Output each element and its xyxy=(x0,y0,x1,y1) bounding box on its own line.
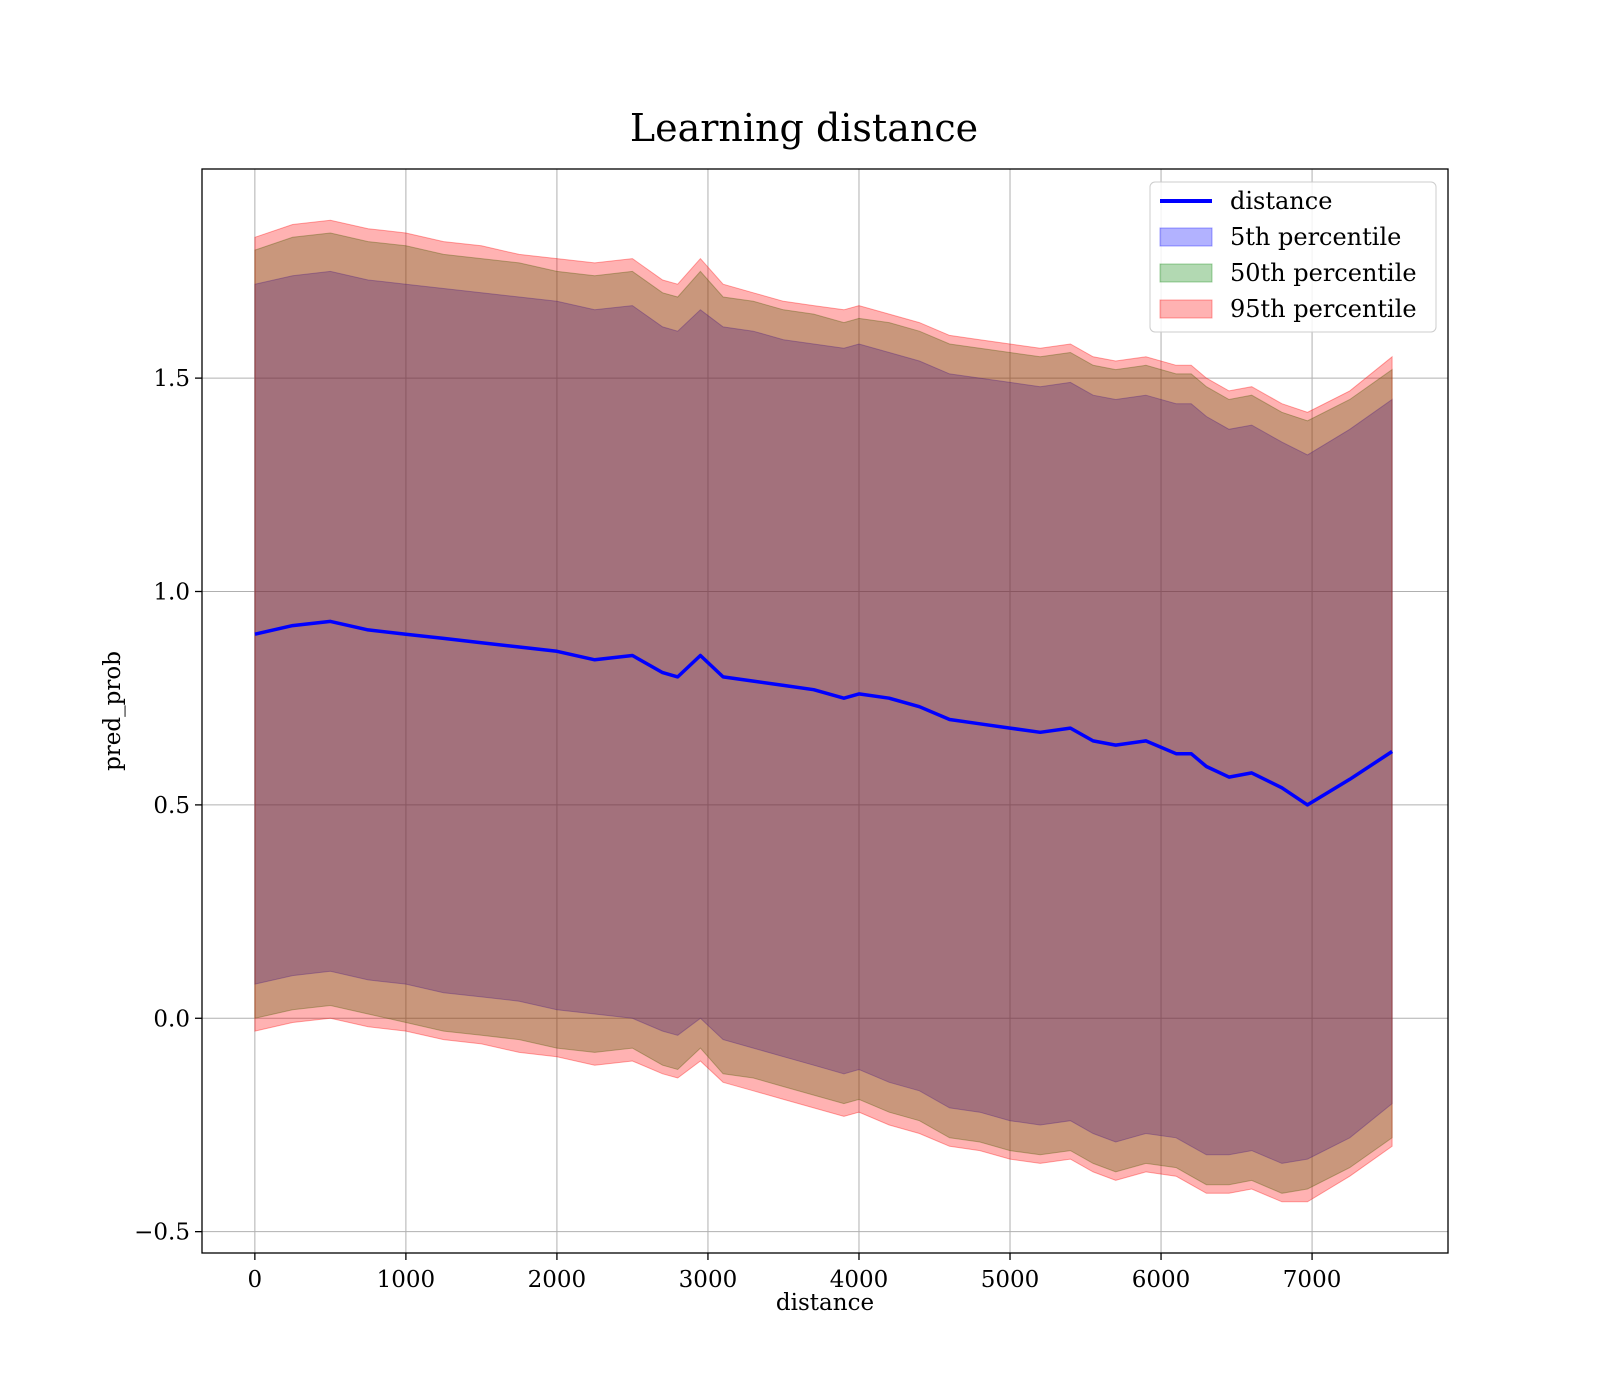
chart-title: Learning distance xyxy=(630,106,978,150)
x-axis-ticks: 0 1000 2000 3000 4000 5000 6000 7000 xyxy=(248,1253,1342,1293)
y-tick-label: 1.5 xyxy=(153,366,190,392)
x-tick-label: 2000 xyxy=(528,1267,587,1293)
legend: distance 5th percentile 50th percentile … xyxy=(1149,181,1437,333)
x-tick-label: 7000 xyxy=(1283,1267,1342,1293)
legend-swatch-50th-percentile xyxy=(1159,263,1213,283)
x-axis-label: distance xyxy=(776,1290,874,1316)
band-95th-percentile xyxy=(254,219,1393,1203)
legend-swatch-95th-percentile xyxy=(1159,299,1213,319)
grid xyxy=(202,169,1448,1253)
y-tick-label: 1.0 xyxy=(153,580,190,606)
x-tick-label: 4000 xyxy=(830,1267,889,1293)
y-tick-label: 0.5 xyxy=(153,793,190,819)
plot-frame xyxy=(201,168,1449,1254)
legend-label-50th-percentile: 50th percentile xyxy=(1230,259,1417,287)
legend-label-95th-percentile: 95th percentile xyxy=(1230,295,1417,323)
x-tick-label: 1000 xyxy=(377,1267,436,1293)
x-tick-label: 5000 xyxy=(981,1267,1040,1293)
band-50th-percentile xyxy=(254,232,1393,1194)
y-axis-ticks: −0.5 0.0 0.5 1.0 1.5 xyxy=(134,366,202,1246)
legend-box xyxy=(1149,181,1437,333)
x-tick-label: 6000 xyxy=(1132,1267,1191,1293)
legend-label-distance: distance xyxy=(1230,187,1332,215)
x-tick-label: 0 xyxy=(248,1267,263,1293)
line-series xyxy=(254,619,1394,807)
x-tick-label: 3000 xyxy=(679,1267,738,1293)
y-axis-label: pred_prob xyxy=(100,651,126,771)
legend-swatch-5th-percentile xyxy=(1159,227,1213,247)
percentile-bands xyxy=(254,219,1393,1203)
legend-label-5th-percentile: 5th percentile xyxy=(1230,223,1401,251)
y-tick-label: 0.0 xyxy=(153,1006,190,1032)
series-line-distance xyxy=(254,619,1394,807)
band-5th-percentile xyxy=(254,270,1393,1164)
y-tick-label: −0.5 xyxy=(134,1220,190,1246)
